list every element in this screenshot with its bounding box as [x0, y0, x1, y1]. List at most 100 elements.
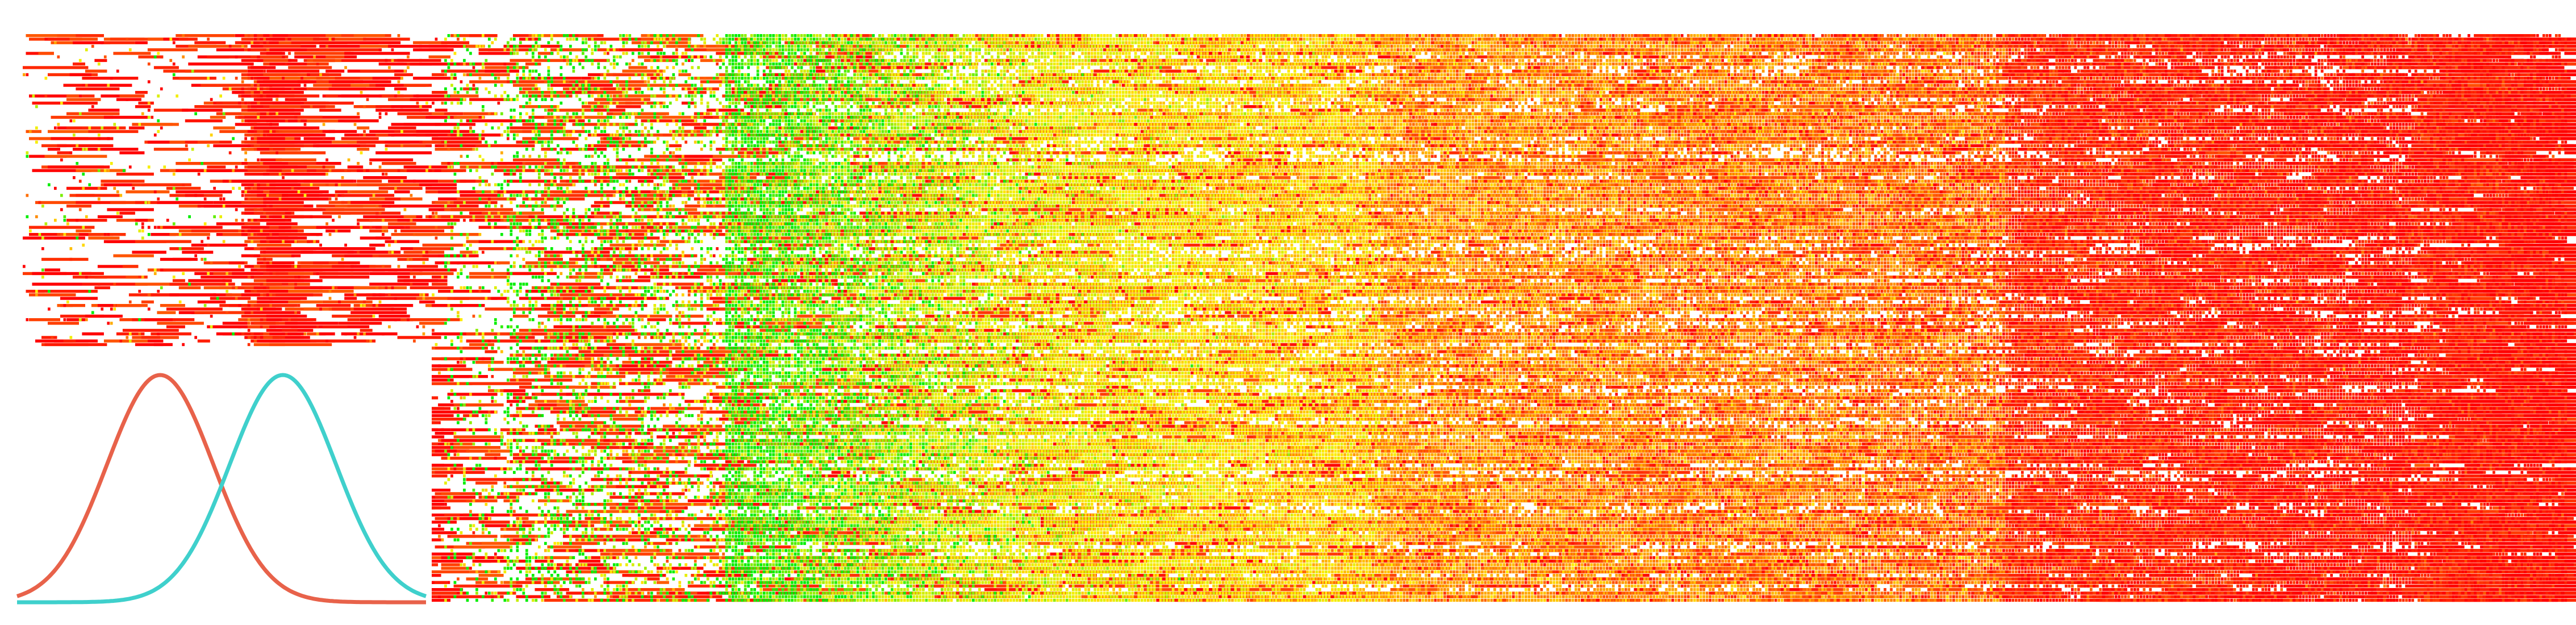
heatmap-cell: [341, 332, 398, 335]
heatmap-cell: [260, 134, 263, 136]
heatmap-cell: [291, 88, 294, 90]
heatmap-cell: [154, 148, 189, 151]
heatmap-cell: [360, 91, 363, 94]
heatmap-cell: [250, 41, 253, 44]
heatmap-cell: [260, 307, 263, 310]
heatmap-cell: [157, 130, 160, 133]
heatmap-cell: [298, 190, 300, 193]
heatmap-cell: [141, 222, 144, 225]
heatmap-cell: [350, 201, 394, 204]
heatmap-cell: [269, 165, 307, 168]
heatmap-cell: [138, 332, 141, 335]
heatmap-cell: [235, 165, 238, 168]
heatmap-cell: [369, 283, 428, 286]
heatmap-cell: [360, 151, 363, 154]
heatmap-cell: [169, 283, 235, 286]
heatmap-cell: [179, 205, 201, 207]
heatmap-cell: [273, 148, 285, 151]
heatmap-cell: [104, 233, 107, 236]
heatmap-cell: [354, 336, 357, 339]
heatmap-cell: [325, 45, 328, 48]
heatmap-cell: [160, 56, 163, 59]
heatmap-cell: [241, 38, 254, 40]
heatmap-cell: [66, 113, 119, 115]
heatmap-cell: [329, 233, 332, 236]
heatmap-cell: [300, 77, 303, 80]
heatmap-cell: [188, 283, 191, 286]
heatmap-cell: [344, 332, 347, 335]
heatmap-cell: [207, 236, 210, 239]
heatmap-cell: [104, 116, 148, 119]
heatmap-cell: [363, 38, 410, 40]
heatmap-cell: [26, 155, 29, 158]
heatmap-cell: [275, 293, 313, 296]
heatmap-cell: [204, 198, 207, 201]
heatmap-cell: [269, 304, 272, 307]
heatmap-cell: [269, 77, 322, 80]
heatmap-cell: [250, 187, 253, 190]
heatmap-cell: [23, 73, 26, 76]
heatmap-cell: [250, 233, 253, 236]
heatmap-cell: [219, 215, 222, 218]
heatmap-cell: [41, 205, 44, 207]
heatmap-cell: [107, 208, 154, 211]
heatmap-cell: [244, 222, 260, 225]
heatmap-cell: [269, 293, 272, 296]
heatmap-cell: [79, 180, 82, 182]
heatmap-cell: [335, 184, 338, 186]
heatmap-cell: [232, 137, 235, 140]
heatmap-cell: [185, 119, 223, 122]
heatmap-cell: [157, 322, 204, 324]
heatmap-cell: [223, 113, 226, 115]
heatmap-cell: [360, 45, 391, 48]
heatmap-cell: [316, 304, 351, 307]
heatmap-cell: [263, 38, 266, 40]
heatmap-cell: [241, 119, 244, 122]
heatmap-cell: [182, 109, 223, 111]
heatmap-cell: [166, 326, 185, 328]
heatmap-cell: [335, 198, 338, 201]
heatmap-cell: [179, 38, 198, 40]
heatmap-cell: [154, 272, 157, 275]
heatmap-cell: [254, 233, 257, 236]
heatmap-cell: [160, 286, 163, 289]
heatmap-cell: [138, 123, 141, 126]
heatmap-cell: [135, 91, 148, 94]
heatmap-cell: [88, 130, 138, 133]
heatmap-cell: [116, 98, 141, 101]
heatmap-cell: [148, 102, 151, 105]
heatmap-cell: [213, 293, 216, 296]
heatmap-cell: [66, 187, 107, 190]
heatmap-cell: [138, 102, 154, 105]
heatmap-cell: [244, 102, 247, 105]
heatmap-cell: [319, 48, 382, 51]
heatmap-cell: [173, 276, 176, 278]
heatmap-cell: [269, 230, 291, 232]
heatmap-cell: [204, 169, 207, 172]
heatmap-cell: [154, 134, 157, 136]
heatmap-cell: [363, 304, 366, 307]
heatmap-cell: [104, 56, 107, 59]
heatmap-cell: [254, 98, 273, 101]
heatmap-cell: [354, 123, 357, 126]
heatmap-cell: [66, 98, 101, 101]
heatmap-cell: [39, 201, 41, 204]
heatmap-cell: [191, 244, 248, 247]
heatmap-cell: [94, 276, 147, 278]
heatmap-cell: [223, 205, 226, 207]
heatmap-cell: [235, 219, 238, 222]
heatmap-cell: [244, 151, 247, 154]
heatmap-cell: [241, 98, 244, 101]
heatmap-cell: [101, 41, 103, 44]
heatmap-cell: [66, 301, 69, 303]
heatmap-cell: [266, 222, 298, 225]
heatmap-cell: [323, 137, 325, 140]
heatmap-cell: [282, 194, 344, 197]
heatmap-cell: [279, 233, 310, 236]
heatmap-cell: [129, 340, 132, 343]
heatmap-cell: [169, 59, 172, 62]
heatmap-cell: [223, 198, 226, 201]
heatmap-cell: [269, 343, 332, 346]
heatmap-cell: [266, 279, 323, 282]
